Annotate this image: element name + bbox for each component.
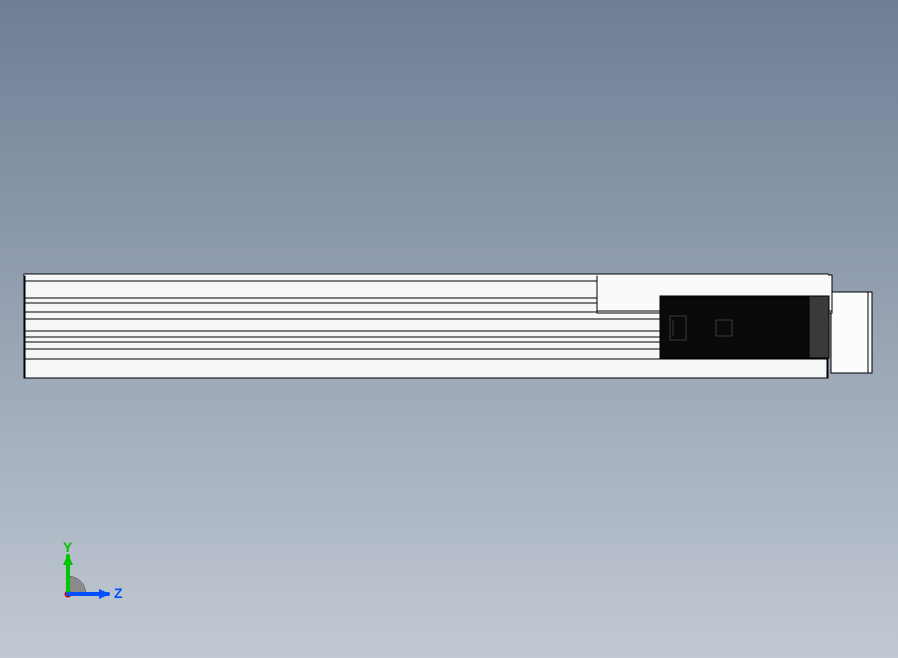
cad-viewport[interactable]: Y Z [0, 0, 898, 658]
orientation-triad[interactable]: Y Z [40, 536, 130, 626]
model-canvas [0, 0, 898, 658]
triad-svg [40, 536, 130, 626]
axis-label-y: Y [63, 539, 72, 555]
axis-label-z: Z [114, 585, 123, 601]
